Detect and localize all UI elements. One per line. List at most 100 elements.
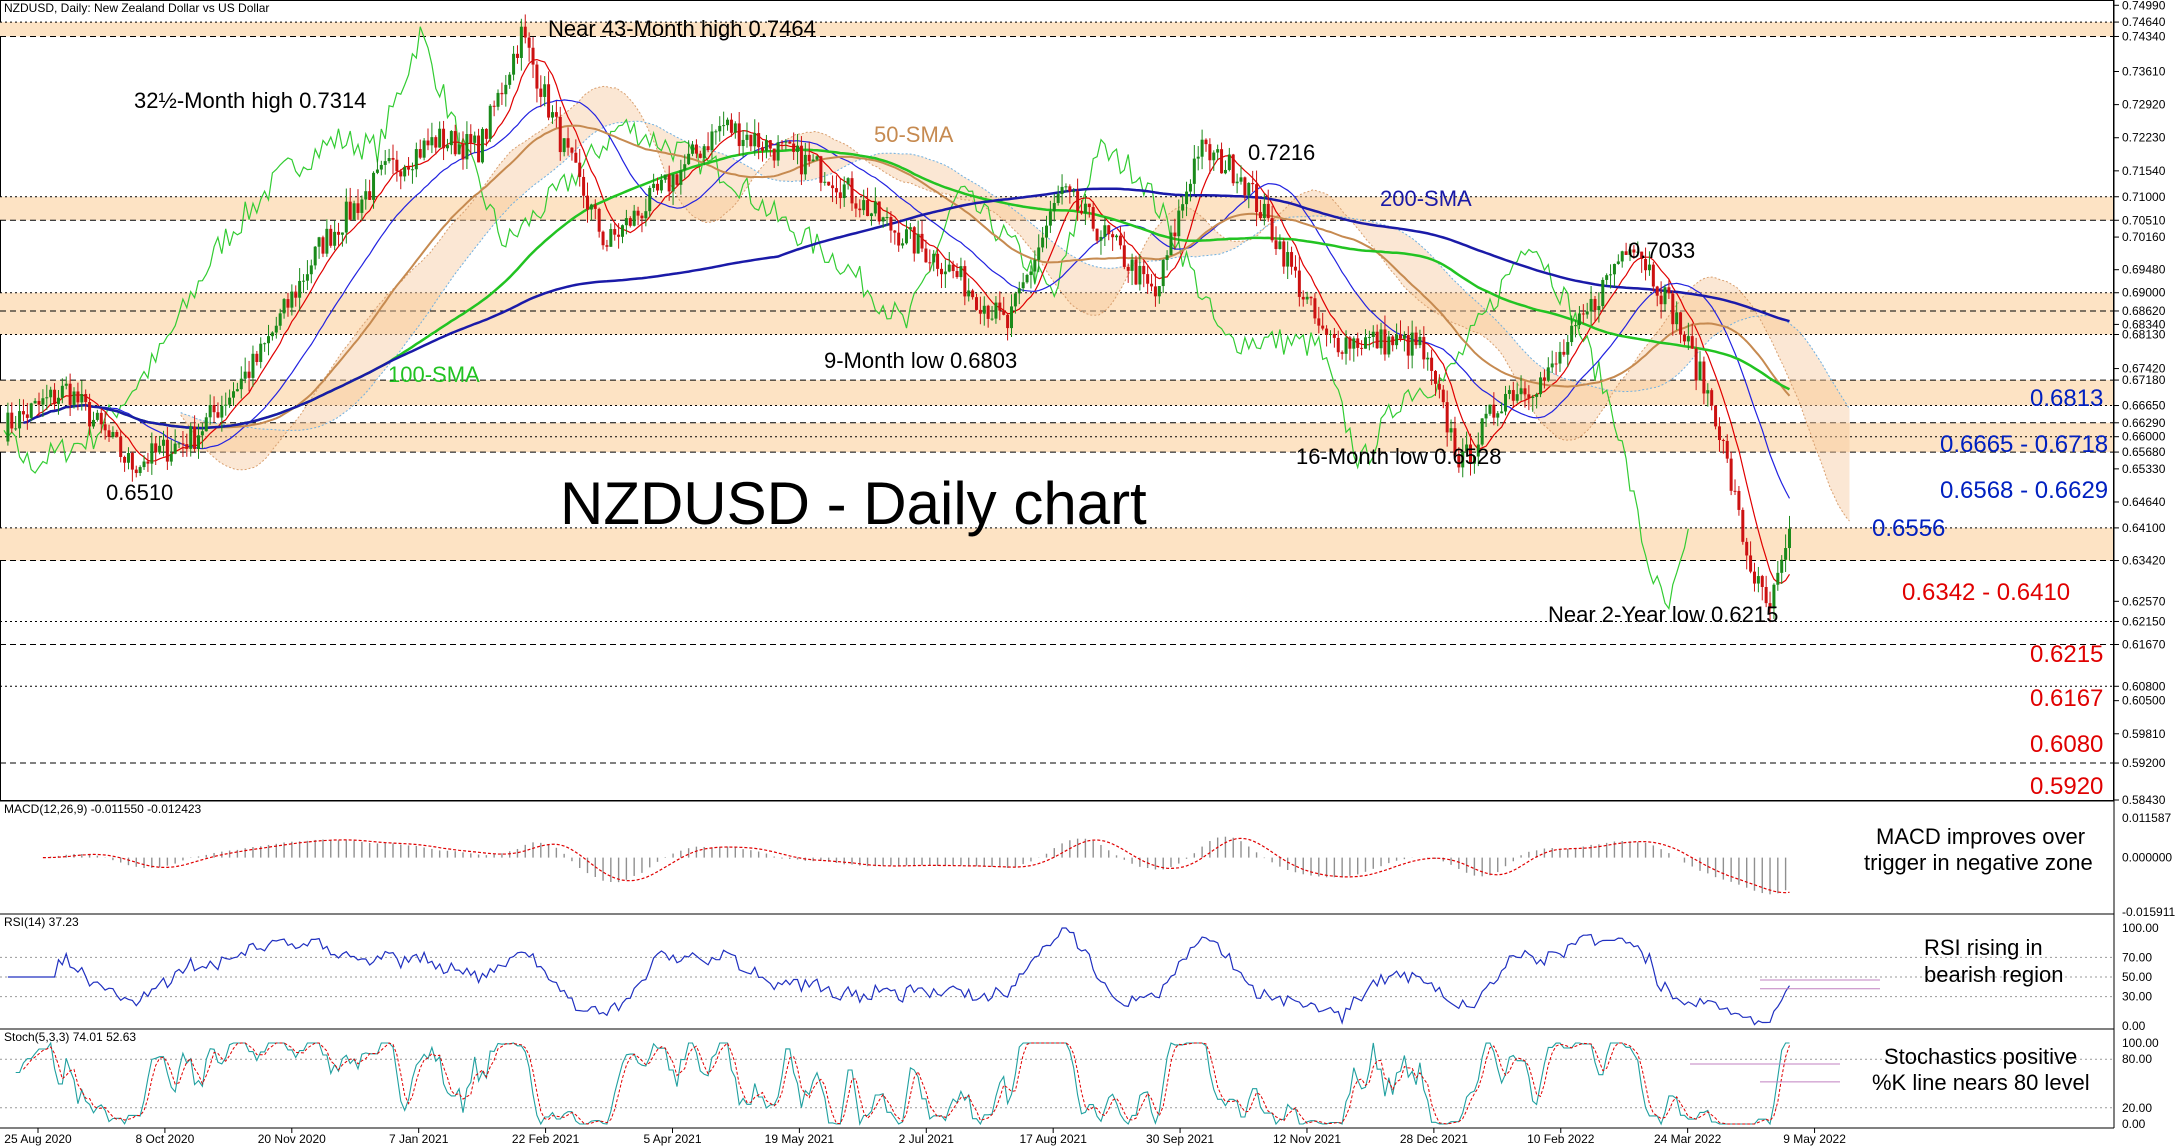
candle-body xyxy=(364,191,368,200)
y-tick-label: 0.62570 xyxy=(2122,594,2166,608)
candle-body xyxy=(936,253,940,269)
candle-body xyxy=(1387,336,1391,355)
candle-body xyxy=(185,444,189,449)
candle-body xyxy=(745,134,749,140)
candle-body xyxy=(1076,191,1080,211)
candle-body xyxy=(1239,177,1243,182)
candle-body xyxy=(1414,332,1418,346)
candle-body xyxy=(1352,338,1356,349)
candle-body xyxy=(1192,158,1196,184)
candle-body xyxy=(1130,259,1134,271)
y-tick-label: 0.64100 xyxy=(2122,521,2166,535)
y-tick-label: 0.69000 xyxy=(2122,286,2166,300)
candle-body xyxy=(348,201,352,220)
candle-body xyxy=(1558,351,1562,364)
candle-body xyxy=(414,149,418,170)
candle-body xyxy=(1542,377,1546,381)
candle-body xyxy=(858,208,862,211)
candle-body xyxy=(1161,260,1165,287)
candle-body xyxy=(819,156,823,183)
candle-body xyxy=(1052,203,1056,212)
candle-body xyxy=(321,237,325,254)
candle-body xyxy=(1682,334,1686,342)
candle-body xyxy=(18,411,22,429)
y-tick-label: 0.71540 xyxy=(2122,164,2166,178)
candle-body xyxy=(1663,287,1667,305)
candle-body xyxy=(1301,296,1305,300)
candle-body xyxy=(1535,394,1539,397)
y-tick-label: 0.68620 xyxy=(2122,304,2166,318)
candle-body xyxy=(1780,559,1784,573)
candle-body xyxy=(352,203,356,220)
moving-averages xyxy=(3,26,1791,611)
candle-body xyxy=(1465,444,1469,452)
candle-body xyxy=(613,229,617,235)
y-tick-label: 0.66650 xyxy=(2122,399,2166,413)
candle-body xyxy=(924,248,928,263)
candle-body xyxy=(1469,444,1473,464)
candle-body xyxy=(1694,348,1698,381)
y-tick-label: 0.66000 xyxy=(2122,430,2166,444)
candle-body xyxy=(154,443,158,453)
candle-body xyxy=(986,305,990,319)
candle-body xyxy=(228,397,232,405)
candle-body xyxy=(1375,331,1379,349)
candle-body xyxy=(1472,456,1476,464)
y-tick-label: 0.65680 xyxy=(2122,445,2166,459)
candle-body xyxy=(410,169,414,171)
candle-body xyxy=(1255,184,1259,213)
candle-body xyxy=(1286,252,1290,267)
candle-body xyxy=(1461,451,1465,468)
y-tick-label: 0.67420 xyxy=(2122,362,2166,376)
candle-body xyxy=(1546,367,1550,381)
candle-body xyxy=(1616,261,1620,264)
candle-body xyxy=(1360,347,1364,349)
candle-body xyxy=(1099,236,1103,241)
candle-body xyxy=(1363,337,1367,349)
candle-body xyxy=(169,453,173,462)
candle-body xyxy=(698,153,702,158)
y-tick-label: 0.71000 xyxy=(2122,190,2166,204)
candle-body xyxy=(10,412,14,429)
candle-body xyxy=(1235,181,1239,184)
candle-body xyxy=(1379,329,1383,349)
candle-body xyxy=(1270,218,1274,241)
candle-body xyxy=(1045,225,1049,238)
rsi-tick-label: 0.00 xyxy=(2122,1019,2146,1033)
candle-body xyxy=(130,453,134,470)
candle-body xyxy=(768,140,772,149)
candle-body xyxy=(1675,312,1679,325)
candle-body xyxy=(562,138,566,153)
candle-body xyxy=(1395,334,1399,346)
candle-body xyxy=(827,181,831,186)
zone-0 xyxy=(0,22,2113,37)
tenkan-sen xyxy=(34,58,1791,584)
candle-body xyxy=(585,195,589,210)
candle-body xyxy=(150,443,154,464)
annotation-6510: 0.6510 xyxy=(106,480,173,505)
candle-body xyxy=(729,119,733,133)
candle-body xyxy=(1507,390,1511,394)
candle-body xyxy=(1577,313,1581,326)
candle-body xyxy=(173,443,177,454)
candle-body xyxy=(84,394,88,403)
candle-body xyxy=(714,131,718,133)
candle-body xyxy=(313,246,317,266)
candle-body xyxy=(239,378,243,390)
candle-body xyxy=(1169,232,1173,256)
candle-body xyxy=(1402,335,1406,339)
candle-body xyxy=(72,391,76,405)
y-tick-label: 0.58430 xyxy=(2122,793,2166,807)
candle-body xyxy=(601,231,605,246)
cloud-span-a xyxy=(180,85,1850,522)
candle-body xyxy=(41,398,45,405)
candle-body xyxy=(920,233,924,249)
candle-body xyxy=(1628,249,1632,255)
y-tick-label: 0.65330 xyxy=(2122,462,2166,476)
candle-body xyxy=(683,164,687,171)
candle-body xyxy=(741,139,745,147)
candle-body xyxy=(379,164,383,170)
candle-body xyxy=(80,394,84,403)
candle-body xyxy=(445,145,449,149)
candle-body xyxy=(1060,186,1064,195)
